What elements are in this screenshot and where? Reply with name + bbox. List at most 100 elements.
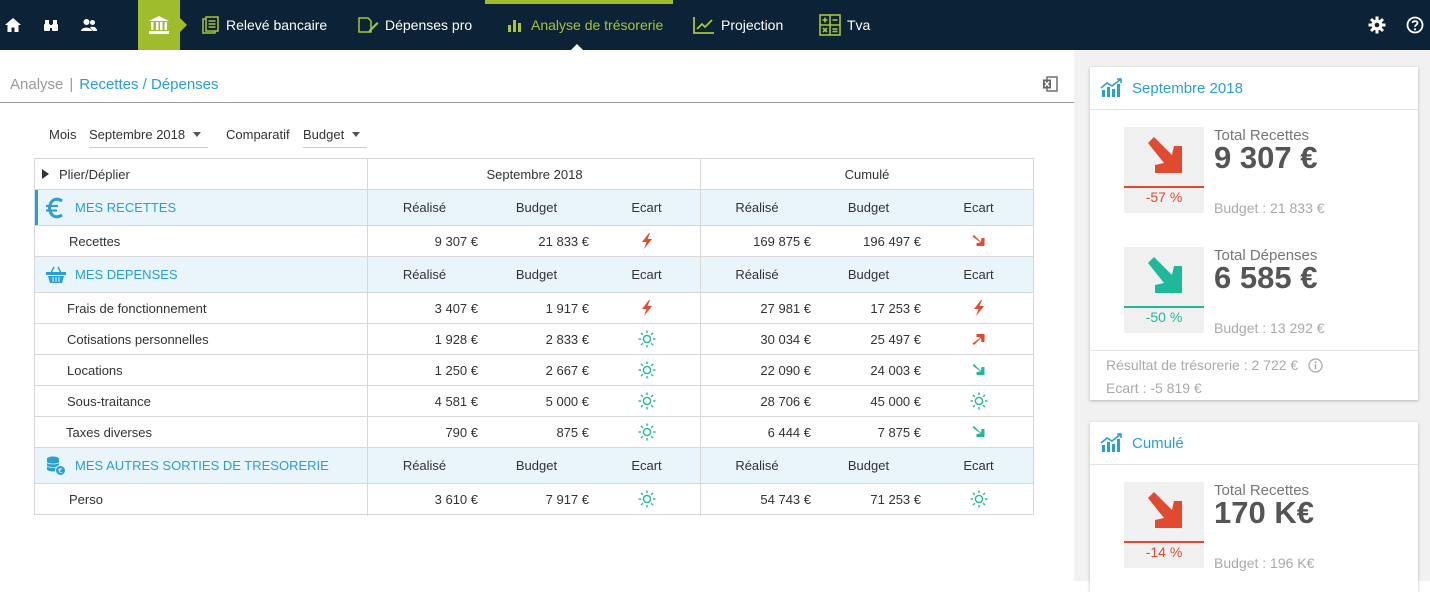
table-row[interactable]: Locations 1 250 € 2 667 € 22 090 € 24 003 €: [35, 355, 1033, 386]
value-realise-cumule: 30 034 €: [760, 331, 811, 347]
sun-icon: [970, 392, 988, 410]
value-budget-cumule: 45 000 €: [870, 393, 921, 409]
help-icon[interactable]: [1404, 0, 1426, 50]
col-header-ecart: Ecart: [963, 267, 994, 282]
users-icon[interactable]: [78, 0, 100, 50]
tab-depenses-pro[interactable]: Dépenses pro: [357, 0, 472, 50]
section-title: MES RECETTES: [75, 200, 177, 215]
table-row[interactable]: Perso 3 610 € 7 917 € 54 743 € 71 253 €: [35, 484, 1033, 515]
calculator-icon: [819, 14, 841, 36]
value-budget-cumule: 71 253 €: [870, 491, 921, 507]
trend-underline: [1124, 306, 1204, 308]
month-select-value: Septembre 2018: [89, 126, 186, 142]
section-row[interactable]: € MES AUTRES SORTIES DE TRESORERIE Réalisé…: [35, 448, 1033, 484]
col-header-ecart: Ecart: [963, 458, 994, 473]
expand-toggle-label: Plier/Déplier: [59, 166, 130, 182]
ecart-month: [592, 484, 701, 514]
group-header-cumule: Cumulé: [844, 166, 890, 182]
table-header-row: Plier/Déplier Septembre 2018 Cumulé: [35, 159, 1033, 190]
table-row[interactable]: Taxes diverses 790 € 875 € 6 444 € 7 875 €: [35, 417, 1033, 448]
col-header-budget: Budget: [847, 200, 890, 215]
month-select[interactable]: Septembre 2018: [89, 121, 208, 148]
value-realise-month: 3 610 €: [434, 491, 478, 507]
col-header-ecart: Ecart: [631, 267, 662, 282]
tab-tva[interactable]: Tva: [819, 0, 870, 50]
card-title: Cumulé: [1132, 434, 1184, 452]
card-divider: [1090, 350, 1418, 351]
value-budget-month: 875 €: [556, 424, 589, 440]
tab-tva-label: Tva: [847, 17, 871, 33]
column-divider: [367, 159, 368, 516]
value-budget-month: 1 917 €: [545, 300, 589, 316]
depenses-budget: Budget : 13 292 €: [1214, 320, 1325, 336]
table-row[interactable]: Cotisations personnelles 1 928 € 2 833 € 30…: [35, 324, 1033, 355]
col-header-realise: Réalisé: [735, 458, 779, 473]
breadcrumb-recettes-depenses: Recettes / Dépenses: [79, 76, 219, 93]
compare-select[interactable]: Budget: [303, 121, 367, 148]
value-budget-month: 7 917 €: [545, 491, 589, 507]
col-header-realise: Réalisé: [735, 267, 779, 282]
excel-export-icon[interactable]: [1042, 76, 1058, 92]
ecart-cumule: [924, 355, 1033, 385]
row-label: Recettes: [69, 233, 121, 249]
top-nav: Relevé bancaire Dépenses pro Analyse de …: [0, 0, 1430, 50]
row-label: Taxes diverses: [66, 424, 152, 440]
tab-projection[interactable]: Projection: [693, 0, 783, 50]
binoculars-icon[interactable]: [40, 0, 62, 50]
value-realise-month: 9 307 €: [434, 233, 478, 249]
ecart-month: [592, 417, 701, 447]
ecart-month: [592, 293, 701, 323]
info-icon[interactable]: [1308, 357, 1323, 373]
home-icon[interactable]: [2, 0, 24, 50]
lightning-icon: [641, 233, 653, 249]
table-row[interactable]: Recettes 9 307 € 21 833 € 169 875 € 196 497 …: [35, 226, 1033, 257]
line-chart-icon: [693, 16, 715, 34]
trend-underline: [1124, 186, 1204, 188]
value-budget-month: 21 833 €: [538, 233, 589, 249]
chevron-down-icon: [193, 131, 202, 137]
section-row[interactable]: MES RECETTES Réalisé Budget Ecart Réalisé Bud…: [35, 190, 1033, 226]
cumul-recettes-budget: Budget : 196 K€: [1214, 555, 1315, 571]
value-realise-cumule: 22 090 €: [760, 362, 811, 378]
value-budget-cumule: 7 875 €: [877, 424, 921, 440]
month-filter-label: Mois: [49, 127, 77, 142]
value-realise-month: 3 407 €: [434, 300, 478, 316]
arrow-down-right-icon: [1148, 137, 1182, 173]
gear-icon[interactable]: [1366, 0, 1388, 50]
active-tab-caret: [571, 44, 583, 50]
section-row[interactable]: MES DEPENSES Réalisé Budget Ecart Réalisé Bud…: [35, 257, 1033, 293]
arrow-down-right-icon: [1148, 257, 1182, 293]
expand-toggle[interactable]: Plier/Déplier: [41, 159, 130, 189]
tab-releve-bancaire[interactable]: Relevé bancaire: [202, 0, 327, 50]
breadcrumb-analyse[interactable]: Analyse: [10, 76, 64, 93]
depenses-trend-box: -50 %: [1124, 247, 1204, 333]
table-row[interactable]: Sous-traitance 4 581 € 5 000 € 28 706 € 45 0…: [35, 386, 1033, 417]
col-header-realise: Réalisé: [402, 267, 447, 282]
total-recettes-label: Total Recettes: [1214, 127, 1310, 144]
svg-text:€: €: [58, 467, 62, 475]
value-budget-month: 2 667 €: [545, 362, 589, 378]
col-header-realise: Réalisé: [735, 200, 779, 215]
summary-card-cumule: Cumulé -14 % Total Recettes 170 K€ Budge…: [1090, 422, 1418, 592]
value-budget-cumule: 25 497 €: [870, 331, 921, 347]
compare-filter-label: Comparatif: [226, 127, 290, 142]
col-header-ecart: Ecart: [631, 200, 662, 215]
arrow-up-right-icon: [971, 332, 987, 346]
bank-icon[interactable]: [138, 0, 187, 50]
col-header-ecart: Ecart: [963, 200, 994, 215]
tab-analyse-tresorerie[interactable]: Analyse de trésorerie: [507, 0, 663, 50]
cumul-recettes-pct: -14 %: [1145, 544, 1183, 560]
active-tab-indicator: [485, 0, 673, 4]
col-header-realise: Réalisé: [402, 200, 447, 215]
ecart-cumule: [924, 293, 1033, 323]
table-row[interactable]: Frais de fonctionnement 3 407 € 1 917 € 27 …: [35, 293, 1033, 324]
value-budget-month: 2 833 €: [545, 331, 589, 347]
value-realise-month: 1 928 €: [434, 331, 478, 347]
value-budget-cumule: 17 253 €: [870, 300, 921, 316]
ecart-cumule: [924, 417, 1033, 447]
card-title: Septembre 2018: [1132, 79, 1243, 97]
sun-icon: [638, 392, 656, 410]
compare-select-value: Budget: [303, 126, 345, 142]
row-label: Perso: [69, 491, 103, 507]
value-budget-cumule: 196 497 €: [863, 233, 921, 249]
